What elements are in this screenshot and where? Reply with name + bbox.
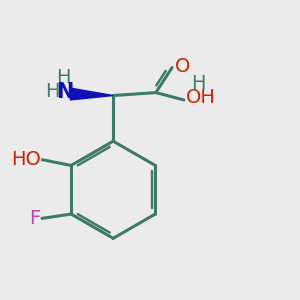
Text: H: H [56,68,70,87]
Text: O: O [174,57,190,76]
Text: F: F [29,209,40,228]
Polygon shape [70,88,113,100]
Text: HO: HO [11,150,41,169]
Text: N: N [56,82,74,102]
Text: OH: OH [186,88,216,107]
Text: H: H [191,74,205,93]
Text: H: H [45,82,59,101]
